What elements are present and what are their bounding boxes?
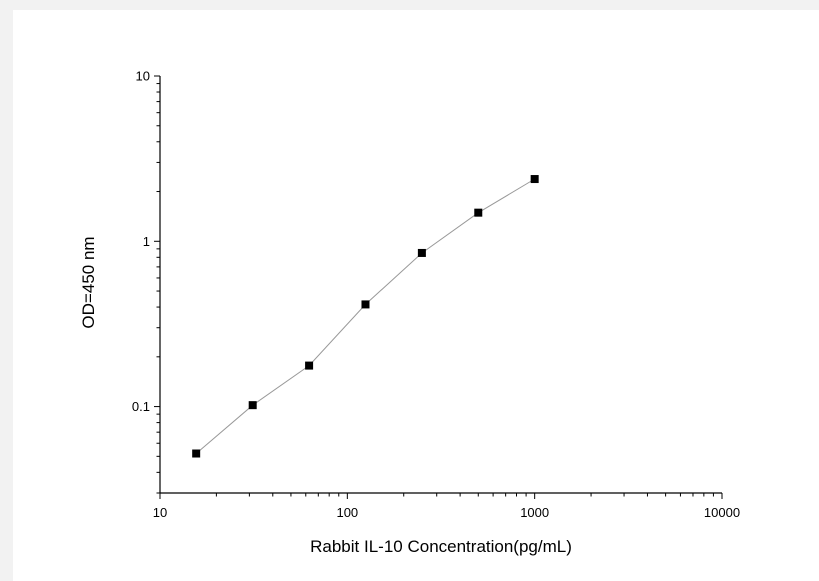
axes [159,76,722,494]
data-point [361,300,370,309]
ticks [154,75,723,499]
data-point [248,401,257,410]
x-axis-title: Rabbit IL-10 Concentration(pg/mL) [310,537,572,556]
data-point [417,248,426,257]
series-line [195,178,535,454]
x-tick-label: 10 [153,505,167,520]
tick-labels: 10 100 1000 10000 0.1 1 10 [132,69,740,521]
y-axis-title: OD=450 nm [79,236,98,328]
chart-background [13,10,819,581]
x-tick-label: 1000 [520,505,549,520]
data-series [192,175,539,458]
x-tick-label: 10000 [704,505,740,520]
data-point [474,208,483,217]
data-point [192,449,201,458]
y-tick-label: 1 [143,234,150,249]
y-tick-label: 0.1 [132,399,150,414]
x-tick-label: 100 [336,505,358,520]
data-point [305,361,314,370]
data-point [530,175,539,184]
y-tick-label: 10 [136,69,150,84]
